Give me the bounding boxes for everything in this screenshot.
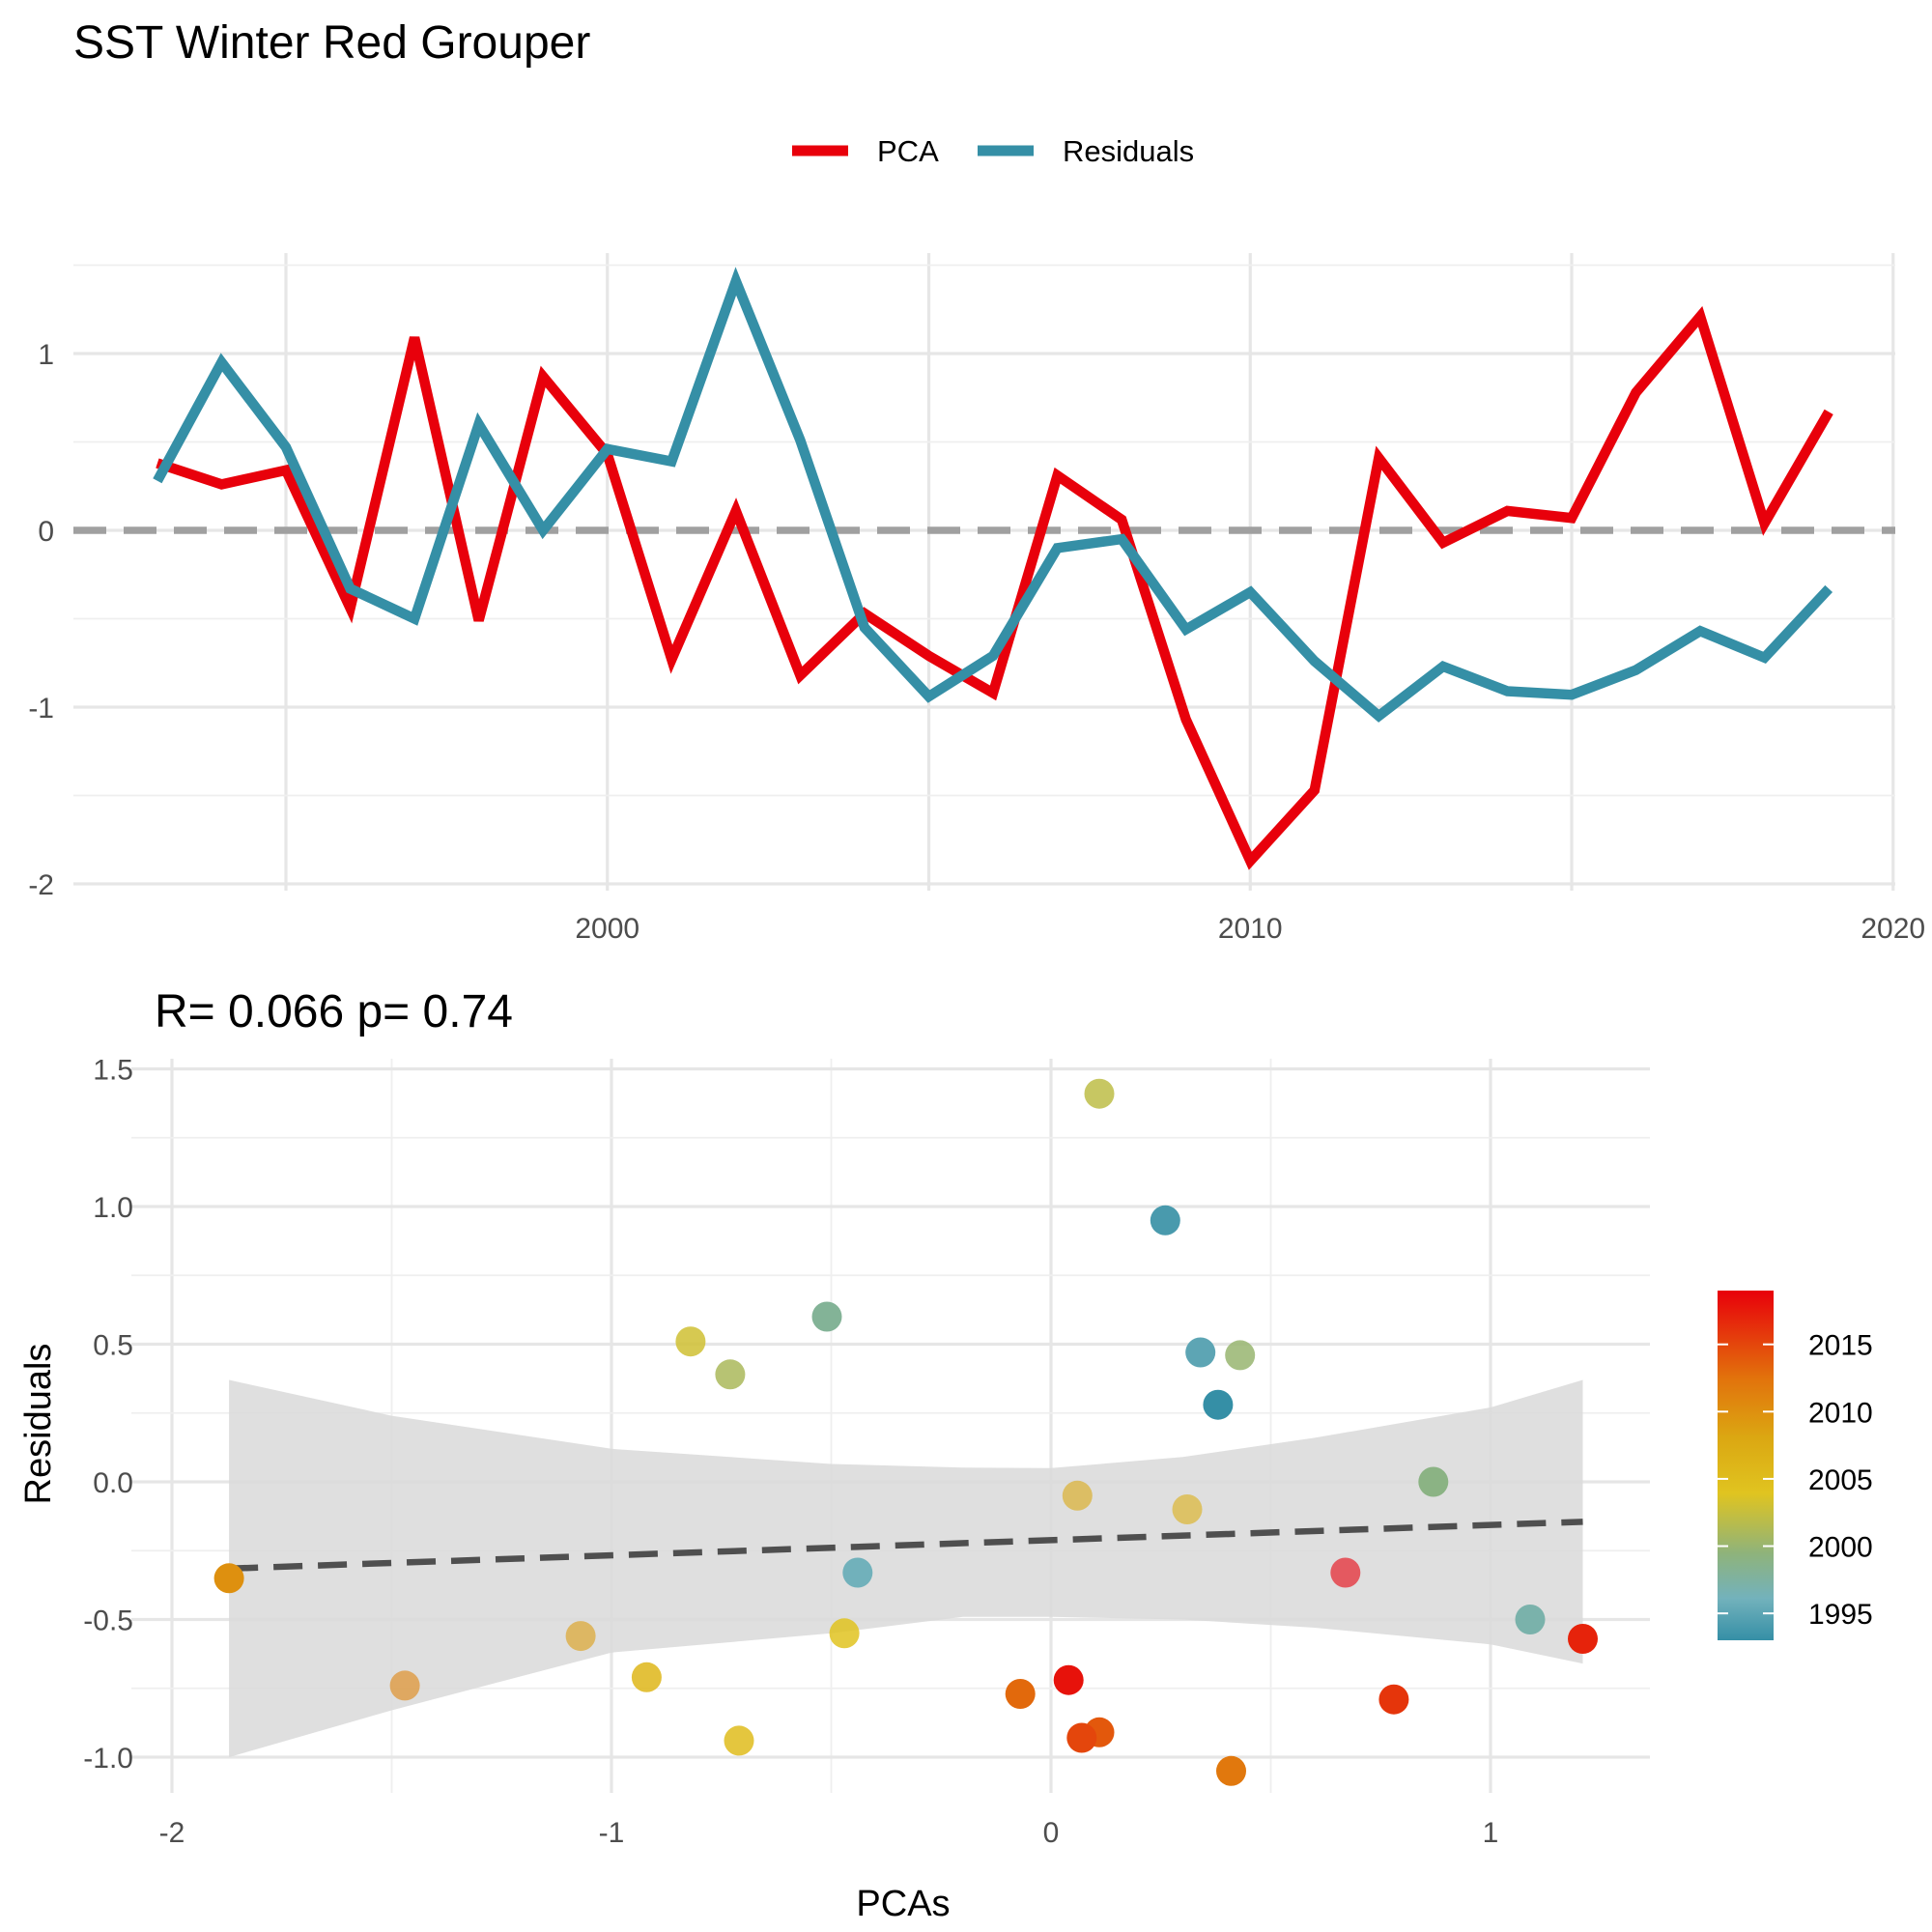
- y-tick-label: -1: [28, 693, 54, 724]
- legend: PCA Residuals: [792, 134, 1194, 168]
- x-tick-label: 2000: [575, 913, 639, 945]
- scatter-point: [675, 1326, 706, 1357]
- colorbar-tick-label: 2015: [1808, 1330, 1873, 1362]
- x-tick-label: -1: [599, 1817, 625, 1849]
- scatter-point: [1053, 1664, 1084, 1695]
- scatter-point: [829, 1618, 860, 1649]
- scatter-point: [1185, 1337, 1216, 1368]
- series-line-pca: [156, 305, 1833, 870]
- x-axis-title: PCAs: [856, 1884, 950, 1924]
- colorbar: 2015 2010 2005 2000 1995: [1718, 1291, 1873, 1640]
- x-tick-label: 2010: [1218, 913, 1283, 945]
- y-tick-label: 0.5: [93, 1330, 133, 1362]
- y-axis-title: Residuals: [18, 1344, 59, 1505]
- x-tick-label: 2020: [1861, 913, 1925, 945]
- time-series-lines: [153, 267, 1833, 870]
- y-tick-label: 0: [38, 516, 54, 548]
- x-tick-label: 1: [1483, 1817, 1499, 1849]
- y-tick-label: -1.0: [83, 1743, 133, 1775]
- regression-dashed-line: [229, 1519, 1583, 1573]
- scatter-point: [1203, 1389, 1234, 1420]
- colorbar-tick-label: 1995: [1808, 1599, 1873, 1631]
- scatter-point: [1330, 1557, 1361, 1588]
- scatter-point: [1225, 1340, 1256, 1371]
- colorbar-ticks: 2015 2010 2005 2000 1995: [1718, 1330, 1873, 1631]
- scatter-panel: -2 -1 0 1 -1.0 -0.5 0.0 0.5 1.0 1.5: [83, 1055, 1650, 1850]
- series-line-residuals: [153, 267, 1833, 723]
- scatter-point: [1066, 1722, 1097, 1753]
- legend-label-pca: PCA: [877, 134, 939, 168]
- scatter-point: [715, 1359, 746, 1390]
- y-tick-label: 1: [38, 339, 54, 371]
- scatter-point: [1515, 1605, 1546, 1634]
- scatter-point: [1378, 1684, 1409, 1715]
- colorbar-gradient: [1718, 1291, 1774, 1640]
- scatter-point: [1150, 1205, 1180, 1236]
- confidence-band-area: [229, 1379, 1583, 1757]
- y-tick-label: 0.0: [93, 1467, 133, 1499]
- regression-line: [229, 1519, 1583, 1573]
- y-tick-label: -2: [28, 869, 54, 901]
- time-series-panel: 2000 2010 2020 -2 -1 0 1: [28, 253, 1925, 945]
- legend-label-residuals: Residuals: [1063, 134, 1194, 168]
- y-tick-label: -0.5: [83, 1605, 133, 1637]
- scatter-point: [1172, 1494, 1203, 1524]
- scatter-subtitle: R= 0.066 p= 0.74: [155, 986, 513, 1037]
- scatter-point: [213, 1563, 244, 1594]
- scatter-point: [1568, 1624, 1598, 1654]
- scatter-point: [389, 1670, 420, 1701]
- scatter-point: [811, 1301, 842, 1332]
- scatter-point: [842, 1557, 873, 1588]
- scatter-point: [1084, 1078, 1115, 1109]
- scatter-point: [724, 1725, 754, 1756]
- scatter-point: [1062, 1480, 1093, 1511]
- x-tick-label: 0: [1043, 1817, 1060, 1849]
- time-series-tick-labels: 2000 2010 2020 -2 -1 0 1: [28, 339, 1925, 945]
- colorbar-tick-label: 2005: [1808, 1464, 1873, 1496]
- scatter-point: [631, 1662, 662, 1692]
- scatter-tick-labels: -2 -1 0 1 -1.0 -0.5 0.0 0.5 1.0 1.5: [83, 1055, 1498, 1850]
- x-tick-label: -2: [159, 1817, 185, 1849]
- y-tick-label: 1.0: [93, 1192, 133, 1224]
- scatter-point: [1418, 1466, 1449, 1497]
- y-tick-label: 1.5: [93, 1055, 133, 1087]
- scatter-point: [1005, 1679, 1036, 1709]
- figure-title: SST Winter Red Grouper: [73, 17, 590, 69]
- scatter-points: [213, 1078, 1598, 1786]
- confidence-band: [229, 1379, 1583, 1757]
- colorbar-tick-label: 2010: [1808, 1397, 1873, 1429]
- scatter-point: [565, 1621, 596, 1652]
- colorbar-tick-label: 2000: [1808, 1532, 1873, 1564]
- scatter-point: [1216, 1755, 1246, 1786]
